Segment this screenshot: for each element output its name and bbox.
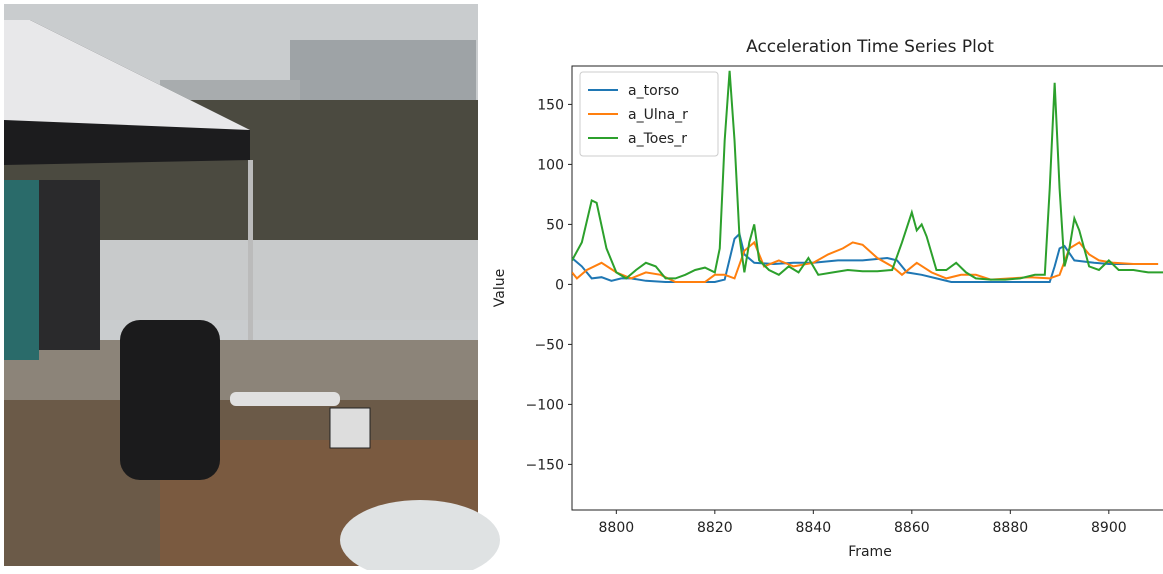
plot-area: [572, 70, 1163, 283]
photo: [4, 4, 500, 574]
y-tick-label: −150: [526, 457, 564, 473]
y-tick-label: −50: [534, 337, 564, 353]
y-tick-label: 0: [555, 277, 564, 293]
x-tick-label: 8900: [1091, 520, 1127, 536]
y-tick-label: 100: [537, 157, 564, 173]
tent-top: [4, 20, 250, 130]
building: [290, 40, 476, 110]
legend-box: [579, 71, 719, 157]
x-tick-label: 8880: [993, 520, 1029, 536]
checkerboard: [329, 407, 371, 449]
x-axis-label: Frame: [848, 544, 892, 560]
y-axis-label: Value: [492, 269, 508, 307]
legend-label: a_Ulna_r: [628, 107, 688, 123]
surfboard: [230, 392, 340, 406]
person: [4, 180, 39, 360]
x-tick-label: 8820: [697, 520, 733, 536]
y-tick-label: −100: [526, 397, 564, 413]
series-line: [572, 232, 1159, 283]
y-tick-label: 150: [537, 97, 564, 113]
chart-title: Acceleration Time Series Plot: [746, 37, 994, 57]
legend-label: a_torso: [628, 83, 679, 99]
tent-pole: [248, 160, 253, 360]
legend-label: a_Toes_r: [628, 131, 687, 147]
x-tick-label: 8860: [894, 520, 930, 536]
x-tick-label: 8840: [796, 520, 832, 536]
y-tick-label: 50: [546, 217, 564, 233]
axes-frame: [571, 65, 1163, 511]
surfer: [120, 320, 220, 480]
x-tick-label: 8800: [599, 520, 635, 536]
person: [35, 180, 100, 350]
series-line: [572, 70, 1163, 281]
wave: [340, 500, 500, 574]
